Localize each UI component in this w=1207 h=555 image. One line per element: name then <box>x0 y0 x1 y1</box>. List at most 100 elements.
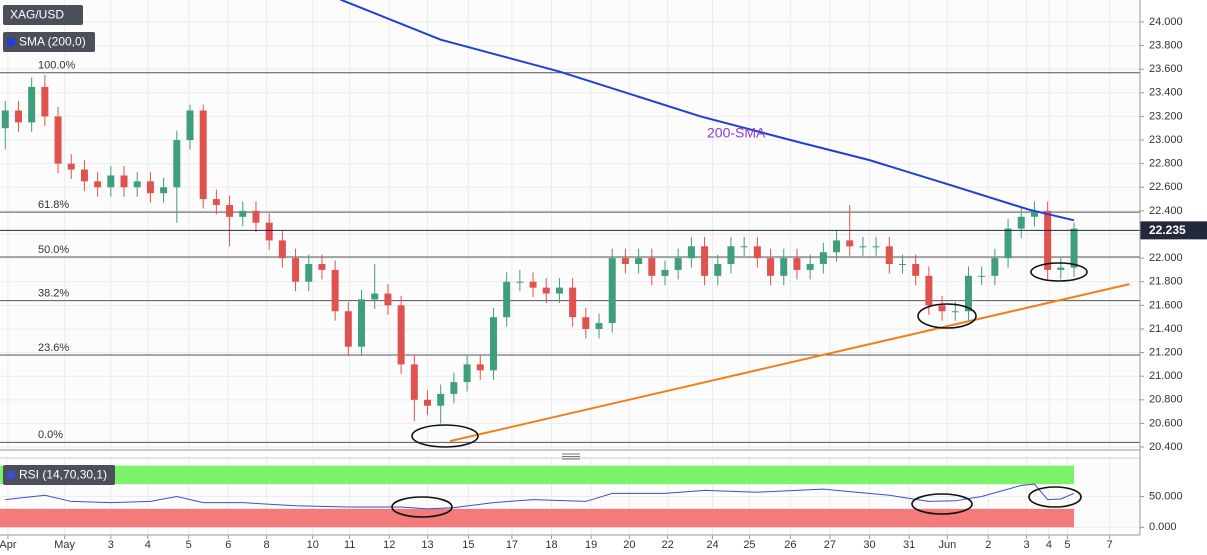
candle-body <box>278 240 286 259</box>
main-plot-background <box>0 0 1140 450</box>
candle-body <box>542 287 550 294</box>
x-tick-label: 15 <box>462 539 474 551</box>
candle-body <box>964 275 972 312</box>
candle-body <box>661 269 669 276</box>
candle-body <box>1057 267 1065 270</box>
candle-body <box>424 399 431 406</box>
candle-body <box>173 140 181 188</box>
candle-body <box>252 210 260 223</box>
candle-body <box>951 311 959 313</box>
y-tick-label: 22.000 <box>1149 252 1183 264</box>
candle-body <box>212 199 220 205</box>
fib-label: 50.0% <box>38 244 69 256</box>
candle-body <box>265 222 273 241</box>
last-price-box <box>1140 221 1207 240</box>
candle-body <box>608 258 616 324</box>
fib-label: 38.2% <box>38 288 69 300</box>
candle-body <box>991 258 999 276</box>
candle-body <box>1044 210 1052 270</box>
candle-body <box>806 264 814 270</box>
candle-body <box>701 246 709 276</box>
candle-body <box>344 311 352 347</box>
candle-body <box>292 258 300 282</box>
x-tick-label: 13 <box>421 539 433 551</box>
panel-handle[interactable] <box>562 453 580 460</box>
candle-body <box>120 175 128 188</box>
candle-body <box>133 181 141 188</box>
x-tick-label: 6 <box>225 539 231 551</box>
y-tick-label: 24.000 <box>1149 16 1183 28</box>
candle-body <box>740 246 748 248</box>
annotation: 200-SMA <box>707 125 766 141</box>
candle-body <box>899 264 906 266</box>
highlight-ellipse <box>391 496 453 518</box>
y-tick-label: 23.600 <box>1149 63 1183 75</box>
legend-label: SMA (200,0) <box>19 35 86 49</box>
candle-body <box>239 210 247 217</box>
candle-body <box>1004 228 1012 259</box>
candle-body <box>450 382 458 394</box>
candle-body <box>687 246 695 259</box>
candle-body <box>925 275 933 306</box>
candle-body <box>358 299 366 347</box>
y-tick-label: 21.400 <box>1149 323 1183 335</box>
candle-body <box>753 246 761 259</box>
y-tick-label: 22.800 <box>1149 158 1183 170</box>
candle-body <box>463 364 471 383</box>
candle-body <box>621 258 629 265</box>
y-tick-label: 0.000 <box>1149 521 1177 533</box>
candle-body <box>674 258 682 270</box>
rsi-band <box>0 465 1075 485</box>
overlay-line <box>340 0 1075 222</box>
candle-body <box>146 181 154 194</box>
x-tick-label: Apr <box>0 539 17 551</box>
candle-body <box>331 269 339 312</box>
x-tick-label: 7 <box>1107 539 1113 551</box>
rsi-band <box>0 508 1075 528</box>
indicator-box[interactable] <box>3 32 95 52</box>
candle-body <box>14 110 22 123</box>
candle-body <box>978 275 986 277</box>
y-tick-label: 20.600 <box>1149 417 1183 429</box>
candle-body <box>226 204 234 217</box>
highlight-ellipse <box>411 424 479 448</box>
rsi-title-box[interactable] <box>3 465 115 485</box>
x-tick-label: 5 <box>186 539 192 551</box>
candle-body <box>54 116 62 164</box>
candle-body <box>107 175 115 188</box>
candle-body <box>67 163 75 170</box>
candle-body <box>780 258 788 276</box>
x-tick-label: 19 <box>585 539 597 551</box>
y-tick-label: 22.600 <box>1149 181 1183 193</box>
candle-body <box>727 246 735 265</box>
x-tick-label: 27 <box>824 539 836 551</box>
fib-label: 61.8% <box>38 199 69 211</box>
candle-body <box>305 264 313 282</box>
candle-body <box>489 317 497 371</box>
y-tick-label: 23.400 <box>1149 87 1183 99</box>
rsi-line <box>5 483 1075 510</box>
candle-body <box>846 240 854 247</box>
overlay-line <box>449 283 1130 443</box>
fib-label: 100.0% <box>38 60 76 72</box>
y-tick-label: 23.000 <box>1149 134 1183 146</box>
x-tick-label: 24 <box>706 539 718 551</box>
x-tick-label: 2 <box>985 539 991 551</box>
candle-body <box>912 264 920 276</box>
candle-body <box>384 293 392 306</box>
candle-body <box>938 305 946 312</box>
x-tick-label: May <box>54 539 75 551</box>
x-tick-label: 17 <box>506 539 518 551</box>
x-tick-label: 25 <box>743 539 755 551</box>
candle-body <box>1 110 9 129</box>
candle-body <box>859 246 867 248</box>
highlight-ellipse <box>1030 262 1088 282</box>
candle-body <box>1070 228 1078 268</box>
candle-body <box>885 246 893 265</box>
symbol-box[interactable] <box>3 5 83 25</box>
y-tick-label: 21.600 <box>1149 299 1183 311</box>
candle-body <box>410 364 418 400</box>
candle-body <box>160 187 168 194</box>
candle-body <box>41 86 49 117</box>
